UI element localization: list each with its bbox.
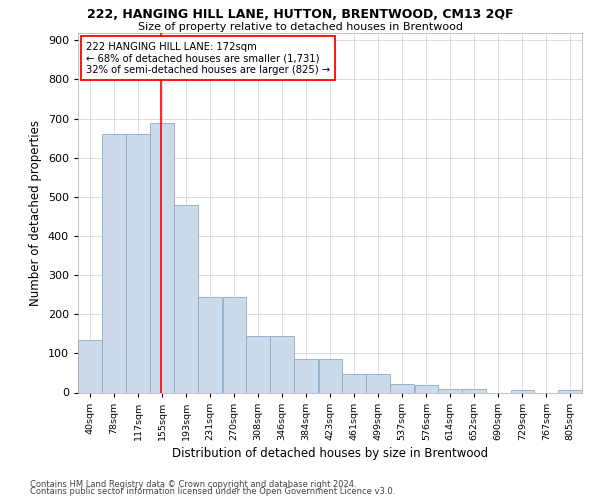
Text: 222, HANGING HILL LANE, HUTTON, BRENTWOOD, CM13 2QF: 222, HANGING HILL LANE, HUTTON, BRENTWOO… bbox=[87, 8, 513, 21]
X-axis label: Distribution of detached houses by size in Brentwood: Distribution of detached houses by size … bbox=[172, 447, 488, 460]
Bar bbox=[247, 336, 270, 392]
Text: Contains public sector information licensed under the Open Government Licence v3: Contains public sector information licen… bbox=[30, 488, 395, 496]
Bar bbox=[223, 296, 246, 392]
Text: Size of property relative to detached houses in Brentwood: Size of property relative to detached ho… bbox=[137, 22, 463, 32]
Bar bbox=[390, 384, 414, 392]
Bar bbox=[270, 336, 294, 392]
Bar bbox=[127, 134, 150, 392]
Bar bbox=[78, 340, 101, 392]
Bar bbox=[151, 122, 174, 392]
Bar bbox=[462, 390, 486, 392]
Bar bbox=[439, 388, 462, 392]
Text: 222 HANGING HILL LANE: 172sqm
← 68% of detached houses are smaller (1,731)
32% o: 222 HANGING HILL LANE: 172sqm ← 68% of d… bbox=[86, 42, 329, 74]
Bar bbox=[559, 390, 582, 392]
Bar bbox=[415, 386, 438, 392]
Bar bbox=[198, 296, 222, 392]
Bar bbox=[174, 204, 198, 392]
Bar bbox=[366, 374, 390, 392]
Bar bbox=[102, 134, 126, 392]
Text: Contains HM Land Registry data © Crown copyright and database right 2024.: Contains HM Land Registry data © Crown c… bbox=[30, 480, 356, 489]
Bar bbox=[319, 359, 342, 392]
Bar bbox=[511, 390, 534, 392]
Y-axis label: Number of detached properties: Number of detached properties bbox=[29, 120, 42, 306]
Bar bbox=[294, 359, 318, 392]
Bar bbox=[343, 374, 366, 392]
